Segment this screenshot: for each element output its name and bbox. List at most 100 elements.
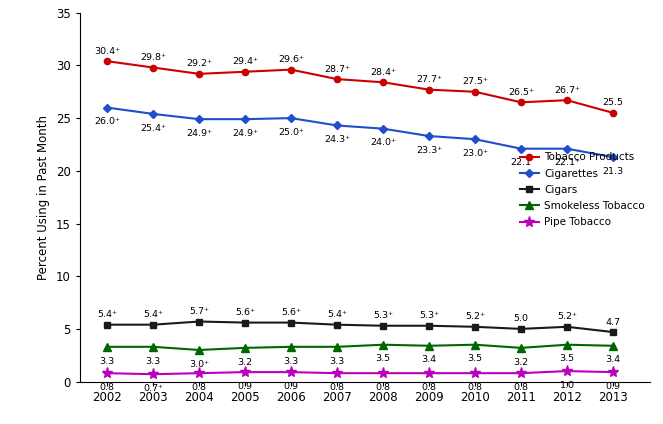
Cigars [379,323,387,328]
Text: 25.4⁺: 25.4⁺ [140,124,166,133]
Smokeless Tobacco [425,343,433,348]
Text: 1.0: 1.0 [560,381,574,390]
Text: 0.8: 0.8 [330,383,345,392]
Cigars [609,329,617,335]
Text: 23.3⁺: 23.3⁺ [416,146,442,155]
Line: Tobacco Products: Tobacco Products [104,58,616,116]
Text: 3.5: 3.5 [467,354,483,363]
Pipe Tobacco [103,371,111,376]
Cigarettes [103,105,111,110]
Cigars [563,324,571,329]
Cigarettes [471,137,479,142]
Tobacco Products [103,59,111,64]
Line: Cigarettes: Cigarettes [104,104,616,160]
Text: 0.8: 0.8 [375,383,391,392]
Text: 0.8: 0.8 [99,383,115,392]
Text: 26.5⁺: 26.5⁺ [508,88,534,97]
Smokeless Tobacco [563,342,571,347]
Text: 5.2⁺: 5.2⁺ [557,312,577,321]
Text: 23.0⁺: 23.0⁺ [462,149,488,158]
Smokeless Tobacco [241,345,249,350]
Text: 3.3: 3.3 [330,357,345,365]
Text: 24.0⁺: 24.0⁺ [370,138,396,148]
Pipe Tobacco [333,371,341,376]
Text: 5.6⁺: 5.6⁺ [235,308,255,317]
Text: 27.7⁺: 27.7⁺ [416,75,442,84]
Text: 26.7⁺: 26.7⁺ [554,86,580,95]
Cigars [471,324,479,329]
Text: 24.3⁺: 24.3⁺ [324,135,350,144]
Text: 28.7⁺: 28.7⁺ [324,64,350,73]
Text: 29.8⁺: 29.8⁺ [140,53,166,62]
Cigarettes [609,155,617,160]
Cigars [287,320,295,325]
Text: 27.5⁺: 27.5⁺ [462,77,488,86]
Text: 3.3: 3.3 [284,357,299,365]
Text: 29.6⁺: 29.6⁺ [278,55,304,64]
Pipe Tobacco [425,371,433,376]
Text: 5.3⁺: 5.3⁺ [419,311,439,320]
Text: 29.2⁺: 29.2⁺ [186,59,212,68]
Text: 3.4: 3.4 [605,355,621,365]
Tobacco Products [609,110,617,115]
Text: 0.9: 0.9 [284,382,298,391]
Cigarettes [425,134,433,139]
Text: 3.2: 3.2 [237,357,253,367]
Cigars [517,326,525,332]
Pipe Tobacco [149,372,157,377]
Text: 3.5: 3.5 [560,354,575,363]
Text: 3.5: 3.5 [375,354,391,363]
Y-axis label: Percent Using in Past Month: Percent Using in Past Month [37,114,50,280]
Text: 0.8: 0.8 [467,383,483,392]
Tobacco Products [517,100,525,105]
Smokeless Tobacco [471,342,479,347]
Cigarettes [149,112,157,117]
Pipe Tobacco [471,371,479,376]
Pipe Tobacco [287,370,295,375]
Text: 3.0⁺: 3.0⁺ [189,360,209,369]
Cigars [241,320,249,325]
Pipe Tobacco [379,371,387,376]
Tobacco Products [195,71,203,76]
Tobacco Products [471,89,479,94]
Text: 3.4: 3.4 [422,355,437,365]
Cigars [333,322,341,327]
Tobacco Products [241,69,249,74]
Text: 3.3: 3.3 [99,357,115,365]
Smokeless Tobacco [103,344,111,349]
Line: Pipe Tobacco: Pipe Tobacco [101,365,619,380]
Cigars [149,322,157,327]
Line: Cigars: Cigars [103,318,617,335]
Text: 0.9: 0.9 [605,382,621,391]
Smokeless Tobacco [379,342,387,347]
Pipe Tobacco [195,371,203,376]
Text: 3.3: 3.3 [145,357,160,365]
Text: 0.8: 0.8 [513,383,528,392]
Cigarettes [333,123,341,128]
Text: 5.4⁺: 5.4⁺ [327,310,347,319]
Text: 26.0⁺: 26.0⁺ [94,117,120,126]
Smokeless Tobacco [149,344,157,349]
Cigarettes [287,116,295,121]
Line: Smokeless Tobacco: Smokeless Tobacco [103,341,617,354]
Tobacco Products [149,65,157,70]
Pipe Tobacco [517,371,525,376]
Tobacco Products [287,67,295,72]
Text: 28.4⁺: 28.4⁺ [370,68,396,77]
Text: 30.4⁺: 30.4⁺ [94,47,120,56]
Text: 5.3⁺: 5.3⁺ [373,311,393,320]
Smokeless Tobacco [517,345,525,350]
Text: 5.4⁺: 5.4⁺ [97,310,117,319]
Text: 24.9⁺: 24.9⁺ [186,129,212,138]
Text: 0.8: 0.8 [422,383,436,392]
Text: 0.8: 0.8 [192,383,207,392]
Text: 0.7⁺: 0.7⁺ [143,384,163,393]
Tobacco Products [333,77,341,82]
Cigars [195,319,203,324]
Cigars [103,322,111,327]
Text: 22.1⁺: 22.1⁺ [554,159,580,167]
Pipe Tobacco [241,370,249,375]
Cigars [425,323,433,328]
Text: 5.7⁺: 5.7⁺ [189,307,209,316]
Text: 0.9: 0.9 [237,382,253,391]
